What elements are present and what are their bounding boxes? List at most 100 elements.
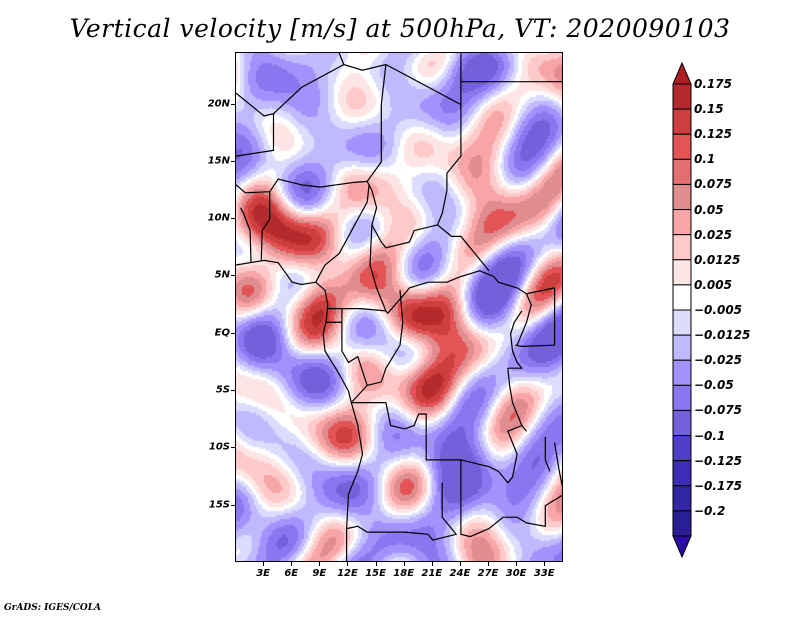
border-line <box>509 310 523 352</box>
colorbar-bin <box>672 209 692 236</box>
lat-tick-mark <box>231 160 235 162</box>
colorbar-tick-label: −0.2 <box>694 503 726 518</box>
colorbar-tick-label: −0.025 <box>694 353 743 368</box>
lat-tick-label: EQ <box>214 327 230 339</box>
border-line <box>327 308 386 312</box>
lon-tick-label: 18E <box>393 568 415 579</box>
colorbar-tick-label: 0.0125 <box>694 252 741 267</box>
country-borders <box>236 53 562 561</box>
lon-tick-mark <box>459 562 461 566</box>
border-line <box>460 482 562 538</box>
lat-tick-label: 10N <box>207 212 230 224</box>
colorbar-tick-label: −0.0125 <box>694 328 751 343</box>
border-line <box>544 436 551 472</box>
colorbar-tick-label: 0.005 <box>694 277 732 292</box>
colorbar-bin <box>672 284 692 311</box>
colorbar-max-arrow <box>672 62 692 85</box>
border-line <box>369 224 555 315</box>
border-line <box>516 293 532 346</box>
colorbar-tick-label: −0.175 <box>694 478 743 493</box>
colorbar-min-arrow <box>672 535 692 558</box>
colorbar-tick-label: −0.125 <box>694 453 743 468</box>
lon-tick-label: 6E <box>284 568 299 579</box>
lon-tick-mark <box>319 562 321 566</box>
border-line <box>437 224 490 272</box>
lon-tick-label: 9E <box>312 568 327 579</box>
border-line <box>240 207 252 263</box>
lat-tick-mark <box>231 103 235 105</box>
border-line <box>327 308 343 323</box>
lon-tick-mark <box>516 562 518 566</box>
lat-tick-label: 5N <box>214 269 230 281</box>
colorbar-bin <box>672 83 692 110</box>
colorbar-bin <box>672 234 692 261</box>
vertical-velocity-field <box>236 53 562 561</box>
lon-tick-label: 33E <box>533 568 555 579</box>
border-line <box>515 344 555 348</box>
border-line <box>366 110 462 249</box>
lon-tick-label: 3E <box>256 568 271 579</box>
lon-tick-label: 27E <box>477 568 499 579</box>
border-line <box>366 64 387 182</box>
lon-tick-label: 30E <box>505 568 527 579</box>
colorbar-tick-label: 0.05 <box>694 202 724 217</box>
lon-tick-mark <box>403 562 405 566</box>
colorbar-bin <box>672 158 692 185</box>
border-line <box>236 92 275 157</box>
colorbar-tick-label: 0.125 <box>694 127 732 142</box>
colorbar-bin <box>672 409 692 437</box>
lon-tick-mark <box>347 562 349 566</box>
colorbar-tick-label: 0.15 <box>694 102 724 117</box>
colorbar-tick-label: −0.05 <box>694 378 734 393</box>
lat-tick-label: 15S <box>208 499 230 511</box>
lon-tick-mark <box>291 562 293 566</box>
colorbar-tick-label: −0.1 <box>694 428 726 443</box>
lat-tick-mark <box>231 504 235 506</box>
map-plot-area <box>235 52 563 562</box>
border-line <box>236 178 368 194</box>
lon-tick-label: 21E <box>421 568 443 579</box>
lon-tick-label: 24E <box>449 568 471 579</box>
colorbar-bin <box>672 359 692 386</box>
lon-tick-mark <box>431 562 433 566</box>
colorbar-bin <box>672 133 692 160</box>
lat-tick-label: 5S <box>215 384 230 396</box>
colorbar-tick-label: 0.025 <box>694 227 732 242</box>
colorbar-tick-label: −0.075 <box>694 403 743 418</box>
colorbar-bin <box>672 384 692 411</box>
border-line <box>554 442 562 488</box>
border-line <box>507 350 524 369</box>
border-line <box>351 402 462 483</box>
border-line <box>236 259 364 561</box>
colorbar <box>672 62 692 558</box>
colorbar-tick-label: 0.1 <box>694 152 716 167</box>
lon-tick-mark <box>488 562 490 566</box>
lat-tick-mark <box>231 447 235 449</box>
border-line <box>350 290 404 404</box>
colorbar-bin <box>672 485 692 512</box>
colorbar-bin <box>672 435 692 462</box>
border-line <box>346 482 458 541</box>
colorbar-bin <box>672 460 692 487</box>
colorbar-tick-label: 0.175 <box>694 77 732 91</box>
border-line <box>341 322 368 386</box>
border-line <box>460 424 523 484</box>
lon-tick-label: 12E <box>337 568 358 579</box>
lon-tick-mark <box>263 562 265 566</box>
lat-tick-label: 20N <box>207 98 230 110</box>
lat-tick-mark <box>231 218 235 220</box>
chart-title: Vertical velocity [m/s] at 500hPa, VT: 2… <box>69 14 731 43</box>
lon-tick-mark <box>544 562 546 566</box>
colorbar-bin <box>672 510 692 537</box>
colorbar-tick-label: 0.075 <box>694 177 732 192</box>
colorbar-bin <box>672 309 692 336</box>
lat-tick-label: 10S <box>208 441 230 453</box>
border-line <box>315 184 370 283</box>
border-line <box>273 63 462 115</box>
lat-tick-label: 15N <box>207 155 230 167</box>
lon-tick-mark <box>375 562 377 566</box>
lat-tick-mark <box>231 332 235 334</box>
colorbar-tick-label: −0.005 <box>694 303 743 317</box>
colorbar-bin <box>672 183 692 211</box>
grads-credit: GrADS: IGES/COLA <box>4 603 102 613</box>
